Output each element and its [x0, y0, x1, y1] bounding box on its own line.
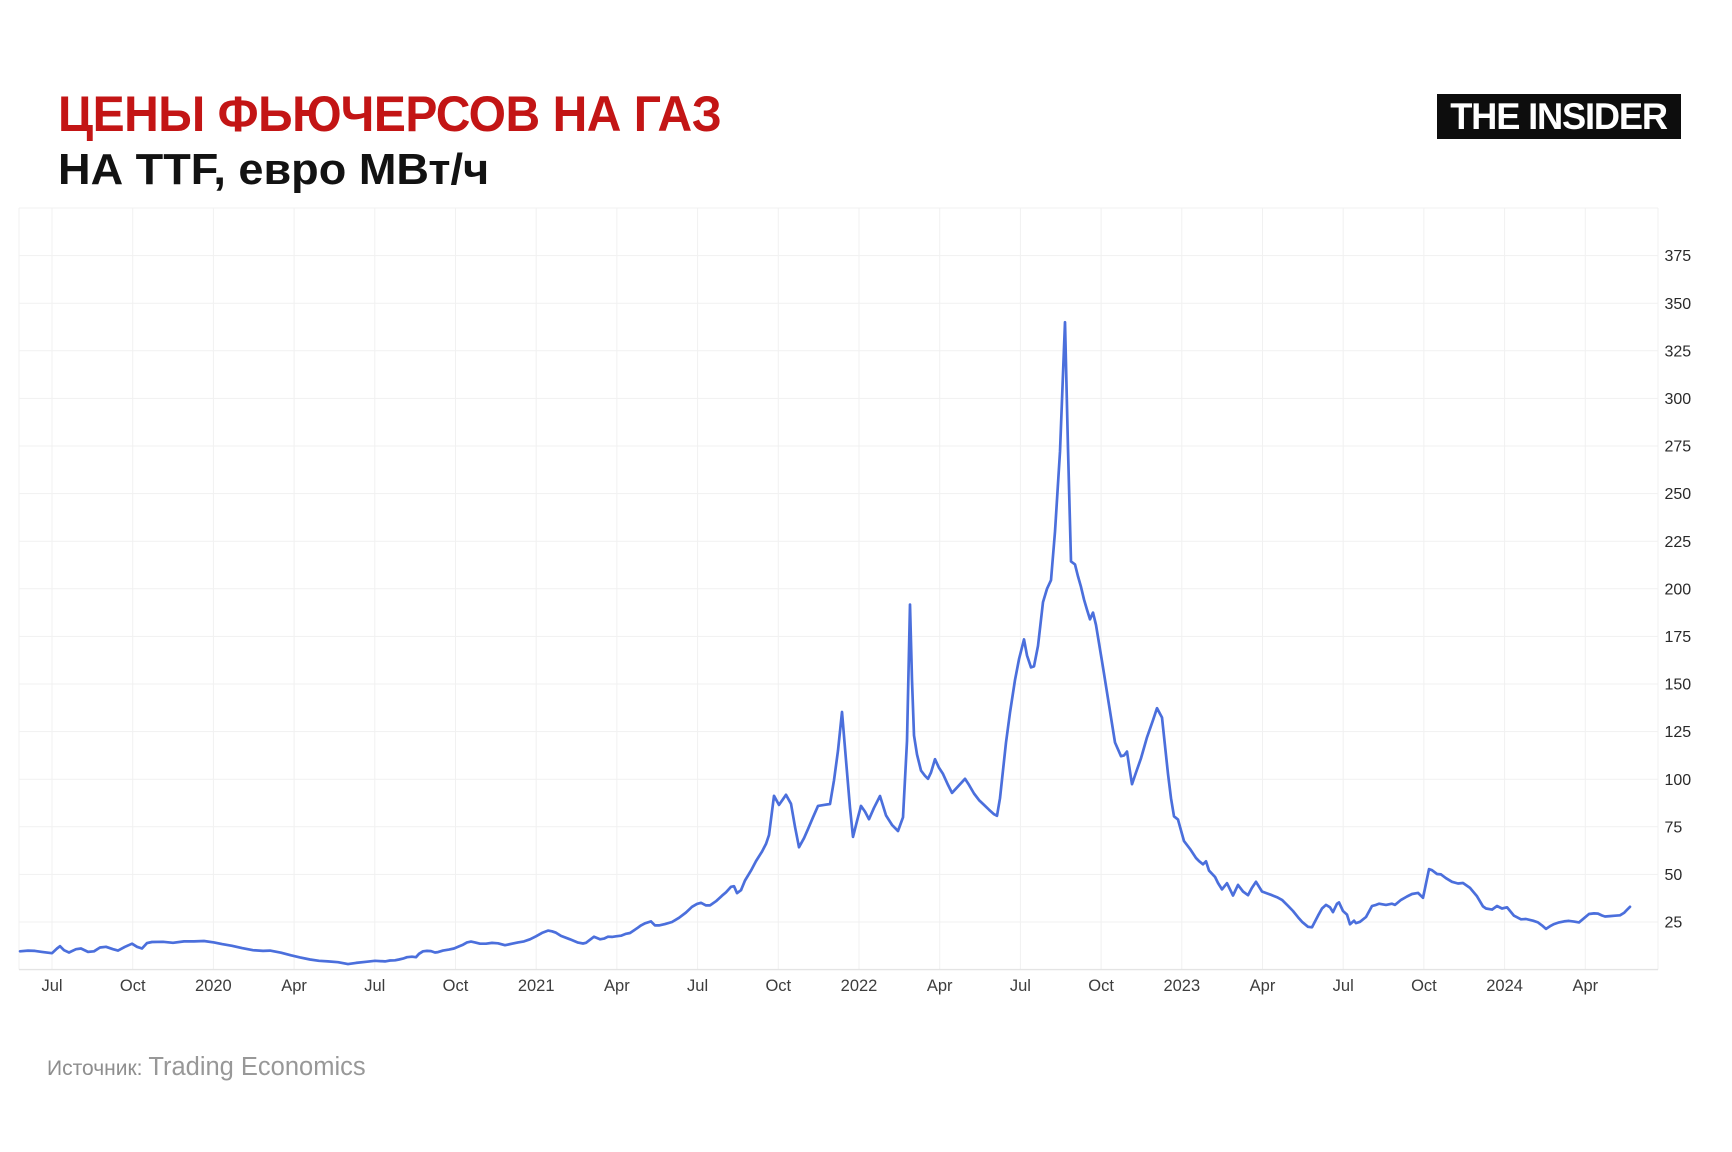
svg-text:175: 175: [1665, 629, 1692, 646]
svg-text:50: 50: [1665, 867, 1683, 884]
svg-text:250: 250: [1665, 486, 1692, 503]
svg-text:125: 125: [1665, 724, 1692, 741]
svg-text:Jul: Jul: [1010, 977, 1031, 995]
svg-text:Apr: Apr: [1572, 977, 1598, 995]
svg-text:Apr: Apr: [927, 977, 953, 995]
svg-text:75: 75: [1665, 819, 1683, 836]
svg-text:Apr: Apr: [1250, 977, 1276, 995]
svg-text:325: 325: [1665, 343, 1692, 360]
svg-text:2023: 2023: [1163, 977, 1200, 995]
svg-text:Jul: Jul: [1333, 977, 1354, 995]
svg-text:375: 375: [1665, 248, 1692, 265]
svg-text:Oct: Oct: [1411, 977, 1437, 995]
svg-text:Jul: Jul: [41, 977, 62, 995]
svg-text:225: 225: [1665, 534, 1692, 551]
svg-text:200: 200: [1665, 581, 1692, 598]
svg-text:Apr: Apr: [281, 977, 307, 995]
svg-text:300: 300: [1665, 391, 1692, 408]
svg-text:2020: 2020: [195, 977, 232, 995]
svg-text:2021: 2021: [518, 977, 555, 995]
svg-text:Oct: Oct: [1088, 977, 1114, 995]
svg-text:Apr: Apr: [604, 977, 630, 995]
svg-text:25: 25: [1665, 915, 1683, 932]
svg-text:150: 150: [1665, 677, 1692, 694]
svg-text:Oct: Oct: [120, 977, 146, 995]
svg-text:350: 350: [1665, 296, 1692, 313]
svg-text:100: 100: [1665, 772, 1692, 789]
svg-text:2022: 2022: [841, 977, 878, 995]
svg-text:Jul: Jul: [687, 977, 708, 995]
svg-text:Jul: Jul: [364, 977, 385, 995]
svg-text:Oct: Oct: [443, 977, 469, 995]
svg-text:2024: 2024: [1486, 977, 1523, 995]
svg-text:Oct: Oct: [765, 977, 791, 995]
svg-text:275: 275: [1665, 439, 1692, 456]
